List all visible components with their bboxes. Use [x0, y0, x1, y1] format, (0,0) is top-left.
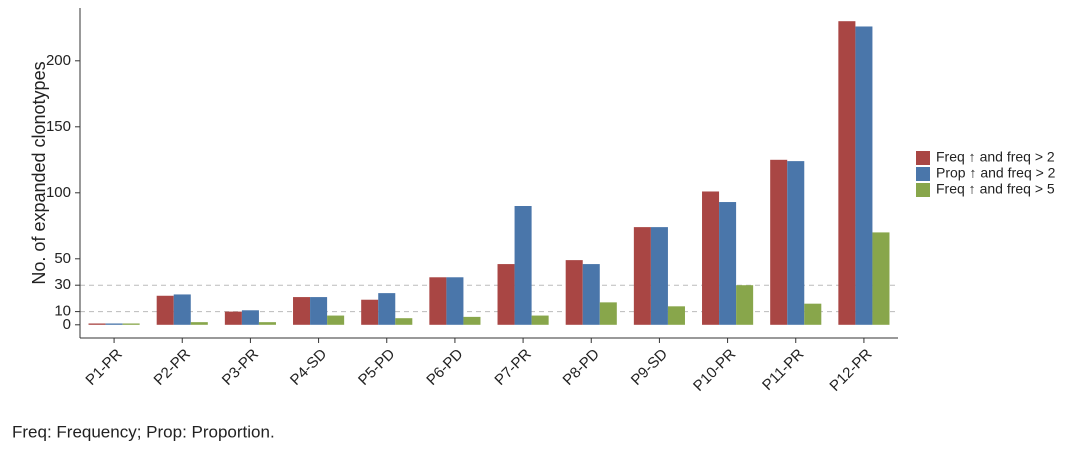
bar — [378, 293, 396, 325]
x-tick-label: P3-PR — [219, 346, 262, 389]
bar — [838, 21, 856, 325]
bar — [719, 202, 737, 325]
bar — [582, 264, 600, 325]
bar — [650, 227, 668, 325]
bar — [514, 206, 532, 325]
legend-swatch — [916, 151, 930, 165]
bar — [770, 159, 788, 325]
y-tick-label: 100 — [46, 184, 71, 201]
y-tick-label: 30 — [54, 276, 71, 293]
legend-label: Freq ↑ and freq > 5 — [936, 181, 1055, 197]
bar — [531, 315, 549, 325]
y-tick-label: 10 — [54, 303, 71, 320]
bar — [429, 277, 447, 325]
bar — [105, 323, 123, 325]
bar — [395, 318, 413, 325]
y-axis-label: No. of expanded clonotypes — [29, 61, 49, 284]
bar — [310, 297, 328, 325]
bar — [565, 260, 583, 325]
bar — [804, 303, 822, 325]
y-tick-label: 0 — [63, 316, 71, 333]
x-tick-label: P11-PR — [759, 346, 807, 394]
bar — [855, 26, 873, 325]
bar — [599, 302, 617, 325]
bar — [463, 316, 481, 325]
y-tick-label: 150 — [46, 118, 71, 135]
bar — [361, 299, 379, 325]
bar — [736, 285, 754, 325]
legend-label: Prop ↑ and freq > 2 — [936, 165, 1056, 181]
bar — [258, 322, 276, 325]
y-tick-label: 50 — [54, 250, 71, 267]
bar — [241, 310, 259, 325]
bar — [497, 264, 515, 325]
x-tick-label: P12-PR — [826, 346, 875, 395]
bar — [787, 161, 805, 325]
legend-swatch — [916, 183, 930, 197]
bar — [88, 323, 106, 325]
bar — [190, 322, 208, 325]
footnote: Freq: Frequency; Prop: Proportion. — [12, 422, 275, 441]
bar — [156, 295, 174, 325]
bar — [224, 311, 242, 325]
legend-label: Freq ↑ and freq > 2 — [936, 149, 1055, 165]
bar — [633, 227, 651, 325]
x-tick-label: P7-PR — [491, 346, 534, 389]
bar — [446, 277, 464, 325]
bar — [173, 294, 191, 325]
y-tick-label: 200 — [46, 52, 71, 69]
x-tick-label: P6-PD — [423, 346, 466, 389]
x-tick-label: P4-SD — [287, 346, 330, 389]
bar — [667, 306, 685, 325]
bar — [872, 232, 890, 325]
x-tick-label: P9-SD — [628, 346, 671, 389]
x-tick-label: P2-PR — [151, 346, 194, 389]
x-tick-label: P5-PD — [355, 346, 398, 389]
bar — [293, 297, 311, 325]
bar — [702, 191, 720, 325]
x-tick-label: P8-PD — [560, 346, 603, 389]
legend-swatch — [916, 167, 930, 181]
x-tick-label: P10-PR — [690, 346, 739, 395]
bar — [122, 323, 140, 325]
x-tick-label: P1-PR — [82, 346, 125, 389]
bar — [327, 315, 345, 325]
